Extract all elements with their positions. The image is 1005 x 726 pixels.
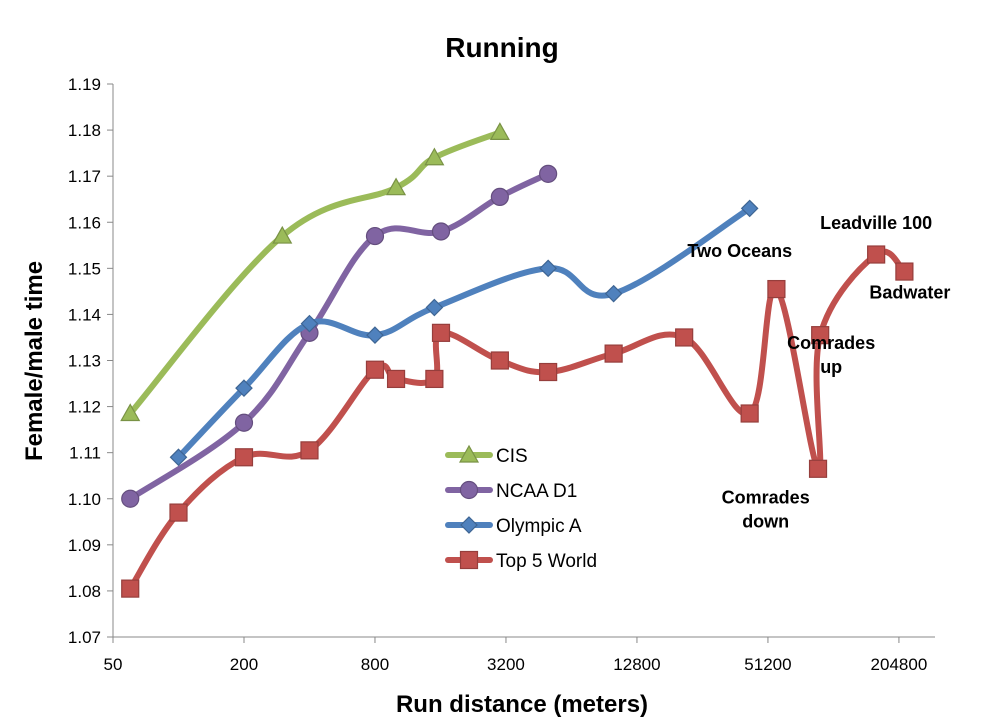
legend-label: NCAA D1 (496, 481, 577, 502)
annotation-line: Badwater (869, 282, 950, 302)
data-point (740, 404, 759, 423)
series-olympic-a (169, 199, 759, 467)
data-point (120, 403, 141, 422)
data-point (169, 503, 188, 522)
chart-title: Running (445, 32, 559, 63)
data-point (740, 199, 759, 218)
y-tick-label: 1.07 (68, 628, 101, 647)
x-tick-label: 50 (104, 655, 123, 674)
data-point (386, 177, 407, 196)
series-cis (120, 122, 510, 422)
data-point (365, 360, 385, 379)
legend-marker (460, 516, 478, 534)
annotation-line: Comrades (787, 333, 875, 353)
annotation-label: Comrades down (722, 487, 810, 531)
data-point (539, 164, 558, 183)
annotation-label: Badwater (869, 282, 950, 302)
data-point (425, 298, 444, 317)
y-tick-label: 1.11 (69, 444, 101, 463)
y-tick-label: 1.13 (68, 352, 101, 371)
data-point (895, 262, 914, 281)
data-point (490, 187, 509, 207)
annotation-label: Two Oceans (687, 241, 792, 261)
legend: CIS NCAA D1 Olympic A Top 5 World (445, 444, 597, 572)
data-point (366, 326, 384, 345)
annotation-line: up (820, 357, 842, 377)
annotation-label: Leadville 100 (820, 213, 932, 233)
x-tick-label: 3200 (487, 655, 525, 674)
data-point (235, 379, 253, 397)
data-point (539, 259, 557, 278)
y-tick-label: 1.09 (68, 536, 101, 555)
y-tick-label: 1.12 (68, 398, 101, 417)
annotation-line: down (742, 511, 789, 531)
x-tick-label: 51200 (744, 655, 791, 674)
legend-label: Olympic A (496, 516, 582, 537)
data-point (808, 459, 828, 478)
series-top-5-world (121, 245, 914, 598)
data-point (867, 245, 886, 264)
x-tick-label: 12800 (613, 655, 660, 674)
y-tick-label: 1.15 (68, 259, 101, 278)
data-point (272, 225, 293, 244)
data-point (386, 369, 406, 389)
data-point (604, 344, 623, 363)
data-point (539, 362, 558, 382)
data-point (675, 328, 694, 347)
y-tick-label: 1.10 (68, 490, 101, 509)
annotation-line: Comrades (722, 487, 810, 507)
series-line (127, 129, 503, 417)
y-tick-label: 1.08 (68, 582, 101, 601)
legend-marker (458, 444, 480, 463)
legend-marker (459, 480, 479, 500)
data-point (121, 579, 140, 598)
y-tick-label: 1.19 (68, 75, 101, 94)
data-point (431, 323, 451, 342)
y-tick-label: 1.17 (68, 167, 101, 186)
annotation-label: Comrades up (787, 333, 875, 377)
data-point (431, 222, 451, 241)
x-axis-title: Run distance (meters) (396, 691, 648, 718)
x-tick-label: 204800 (871, 655, 928, 674)
data-point (604, 284, 623, 303)
legend-label: Top 5 World (496, 551, 597, 572)
annotation-line: Leadville 100 (820, 213, 932, 233)
plot-area: 1.07 1.08 1.09 1.10 1.11 1.12 1.13 1.14 1.15 1.16… (68, 75, 951, 674)
x-tick-label: 800 (361, 655, 389, 674)
y-axis-title: Female/male time (21, 261, 48, 461)
data-point (169, 448, 188, 467)
data-point (811, 326, 830, 345)
data-point (234, 413, 254, 432)
data-point (767, 279, 786, 299)
series-ncaa-d1 (121, 164, 558, 508)
data-point (424, 147, 445, 166)
annotation-line: Two Oceans (687, 241, 792, 261)
legend-label: CIS (496, 446, 528, 467)
data-point (300, 441, 319, 460)
data-point (121, 489, 140, 508)
data-point (425, 369, 444, 389)
data-point (490, 351, 509, 370)
y-tick-label: 1.18 (68, 121, 101, 140)
legend-marker (459, 550, 479, 570)
data-point (365, 226, 385, 246)
data-point (489, 122, 510, 140)
data-point (300, 314, 319, 333)
data-point (234, 448, 254, 467)
y-tick-label: 1.14 (68, 305, 101, 324)
y-tick-label: 1.16 (68, 213, 101, 232)
x-tick-label: 200 (230, 655, 258, 674)
